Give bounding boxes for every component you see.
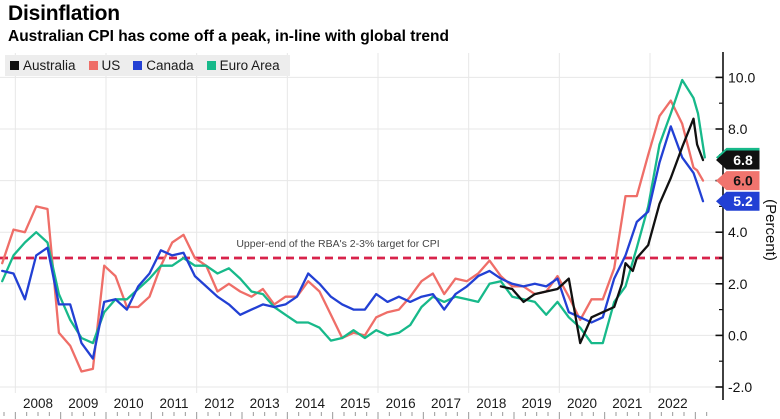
x-tick-label: 2010: [114, 396, 144, 411]
x-tick-label: 2011: [159, 396, 188, 411]
x-tick-label: 2020: [567, 396, 597, 411]
x-tick-label: 2013: [250, 396, 280, 411]
series-line-euro-area: [1, 78, 706, 345]
legend-label: US: [101, 58, 121, 73]
value-tag-us: [716, 171, 760, 191]
legend-swatch-canada: [133, 61, 143, 70]
series-line-australia: [499, 117, 705, 345]
y-tick-label: -2.0: [728, 379, 752, 395]
y-axis-title: (Percent): [762, 199, 779, 261]
x-tick-label: 2016: [386, 396, 416, 411]
y-tick-label: 10.0: [728, 69, 755, 85]
value-tag-label-canada: 5.2: [733, 193, 753, 209]
x-tick-label: 2008: [23, 396, 53, 411]
value-tag-label-us: 6.0: [733, 173, 753, 189]
rba-target-annotation: Upper-end of the RBA's 2-3% target for C…: [236, 238, 439, 250]
legend-item-us: US: [88, 58, 121, 73]
legend-label: Canada: [146, 58, 194, 73]
value-tag-australia: [716, 150, 760, 170]
y-tick-label: 0.0: [728, 327, 748, 343]
series-line-canada: [1, 125, 705, 360]
legend-label: Australia: [23, 58, 76, 73]
value-tag-label-australia: 6.8: [733, 152, 753, 168]
legend-item-euro-area: Euro Area: [206, 58, 280, 73]
legend-swatch-australia: [10, 61, 19, 70]
page-title: Disinflation: [8, 2, 120, 25]
x-tick-label: 2017: [431, 396, 461, 411]
x-tick-label: 2009: [68, 396, 98, 411]
x-tick-label: 2012: [204, 396, 234, 411]
x-tick-label: 2019: [522, 396, 552, 411]
y-tick-label: 4.0: [728, 224, 748, 240]
chart-legend: Australia US Canada Euro Area: [5, 55, 290, 76]
legend-swatch-euro-area: [206, 61, 216, 70]
x-tick-label: 2014: [295, 396, 326, 411]
x-tick-label: 2021: [612, 396, 642, 411]
x-tick-label: 2018: [476, 396, 506, 411]
legend-label: Euro Area: [219, 58, 280, 73]
legend-item-australia: Australia: [10, 58, 76, 73]
legend-item-canada: Canada: [133, 58, 194, 73]
x-tick-label: 2015: [340, 396, 370, 411]
y-tick-label: 8.0: [728, 121, 748, 137]
value-tag-canada: [716, 191, 760, 211]
chart-subtitle: Australian CPI has come off a peak, in-l…: [8, 28, 449, 45]
y-tick-label: 2.0: [728, 276, 748, 292]
legend-swatch-us: [88, 61, 98, 70]
x-tick-label: 2022: [658, 396, 688, 411]
